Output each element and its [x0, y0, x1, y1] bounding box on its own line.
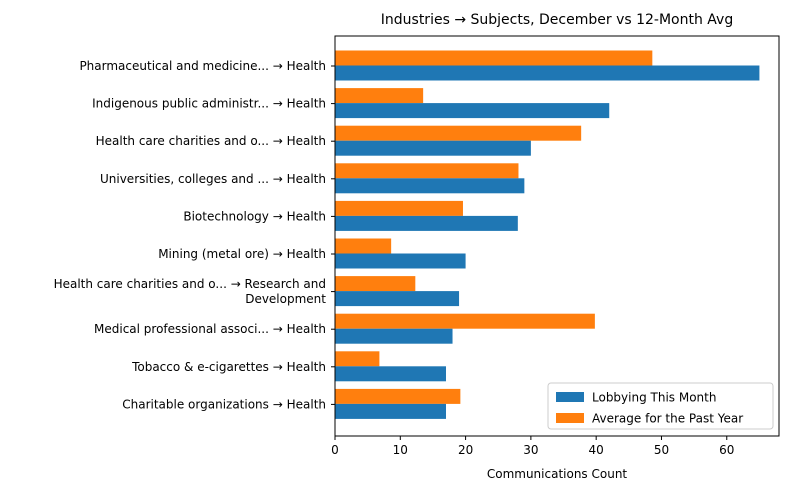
bars-layer: [335, 50, 760, 419]
y-axis: Pharmaceutical and medicine... → Health I…: [54, 59, 335, 411]
bar-average-past-year: [335, 276, 416, 292]
y-tick-label-line: Pharmaceutical and medicine... → Health: [79, 59, 326, 73]
y-tick-label-line: Health care charities and o... → Researc…: [54, 277, 326, 291]
bar-lobbying-this-month: [335, 366, 446, 382]
bar-average-past-year: [335, 88, 424, 104]
legend-label: Lobbying This Month: [592, 391, 716, 405]
y-tick-label-line: Health care charities and o... → Health: [96, 134, 326, 148]
x-axis-label: Communications Count: [487, 467, 628, 481]
x-tick-label: 60: [719, 443, 734, 457]
chart-title: Industries → Subjects, December vs 12-Mo…: [381, 12, 733, 28]
y-tick-label: Health care charities and o... → Health: [96, 134, 326, 148]
bar-average-past-year: [335, 125, 582, 141]
y-tick-label-line: Development: [245, 292, 326, 306]
legend: Lobbying This Month Average for the Past …: [547, 382, 774, 430]
bar-average-past-year: [335, 313, 595, 329]
y-tick-label-line: Tobacco & e-cigarettes → Health: [131, 360, 326, 374]
y-tick-label: Indigenous public administr... → Health: [92, 97, 326, 111]
bar-average-past-year: [335, 238, 392, 254]
legend-swatch: [556, 392, 584, 402]
bar-average-past-year: [335, 50, 653, 66]
x-tick-label: 50: [654, 443, 669, 457]
x-axis: 0 10 20 30 40 50 60: [331, 436, 734, 457]
legend-label: Average for the Past Year: [592, 412, 743, 426]
y-tick-label: Mining (metal ore) → Health: [158, 247, 326, 261]
x-tick-label: 30: [523, 443, 538, 457]
y-tick-label: Charitable organizations → Health: [122, 397, 326, 411]
bar-average-past-year: [335, 351, 380, 367]
y-tick-label: Universities, colleges and ... → Health: [100, 172, 326, 186]
y-tick-label: Pharmaceutical and medicine... → Health: [79, 59, 326, 73]
bar-lobbying-this-month: [335, 291, 460, 307]
bar-average-past-year: [335, 200, 463, 216]
y-tick-label: Health care charities and o... → Researc…: [54, 277, 327, 306]
x-tick-label: 0: [331, 443, 339, 457]
y-tick-label-line: Mining (metal ore) → Health: [158, 247, 326, 261]
y-tick-label: Medical professional associ... → Health: [94, 322, 326, 336]
bar-lobbying-this-month: [335, 140, 531, 156]
y-tick-label-line: Biotechnology → Health: [183, 209, 326, 223]
bar-lobbying-this-month: [335, 403, 446, 419]
legend-box: [547, 382, 774, 430]
bar-average-past-year: [335, 163, 519, 179]
y-tick-label: Biotechnology → Health: [183, 209, 326, 223]
y-tick-label-line: Medical professional associ... → Health: [94, 322, 326, 336]
x-tick-label: 40: [589, 443, 604, 457]
x-tick-label: 10: [393, 443, 408, 457]
bar-lobbying-this-month: [335, 103, 610, 119]
x-tick-label: 20: [458, 443, 473, 457]
bar-lobbying-this-month: [335, 65, 760, 81]
plot-frame: [334, 35, 780, 437]
y-tick-label-line: Charitable organizations → Health: [122, 397, 326, 411]
bar-lobbying-this-month: [335, 215, 518, 231]
bar-average-past-year: [335, 388, 461, 404]
legend-swatch: [556, 413, 584, 423]
y-tick-label: Tobacco & e-cigarettes → Health: [131, 360, 326, 374]
bar-lobbying-this-month: [335, 178, 525, 194]
y-tick-label-line: Indigenous public administr... → Health: [92, 97, 326, 111]
bar-lobbying-this-month: [335, 328, 453, 344]
bar-lobbying-this-month: [335, 253, 466, 269]
y-tick-label-line: Universities, colleges and ... → Health: [100, 172, 326, 186]
